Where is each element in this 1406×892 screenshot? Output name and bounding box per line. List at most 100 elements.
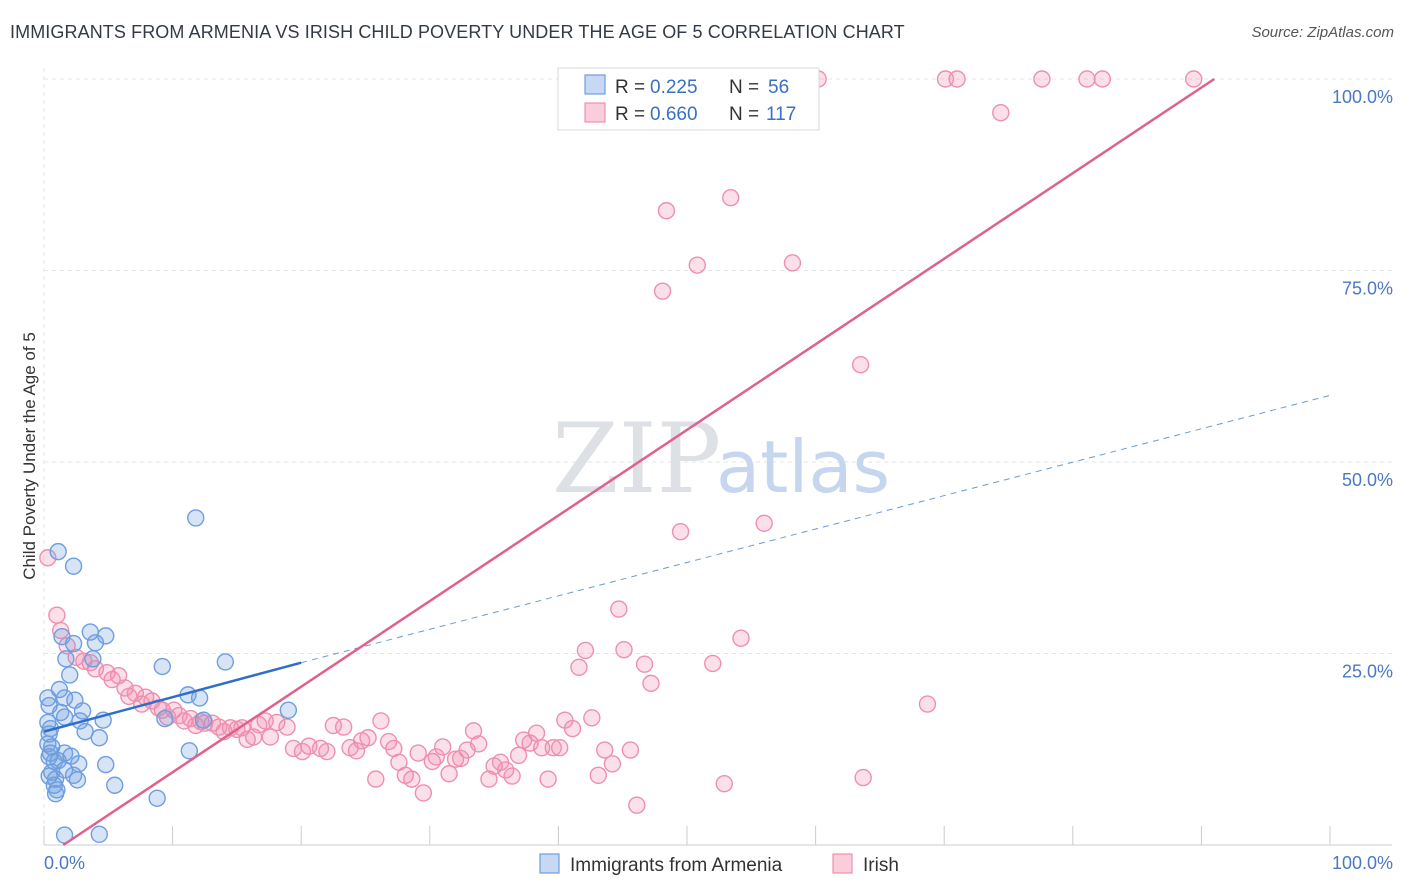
irish-point-98 (671, 523, 690, 541)
irish-point-59 (414, 784, 433, 802)
armenia-point-24 (84, 650, 102, 668)
series-legend: Immigrants from Armenia Irish (539, 853, 899, 876)
armenia-trend-extension (301, 394, 1331, 664)
armenia-point-25 (61, 666, 79, 684)
irish-point-113 (1078, 70, 1096, 88)
irish-point-62 (433, 738, 452, 756)
irish-point-74 (509, 746, 528, 765)
armenia-point-38 (49, 752, 67, 770)
irish-point-81 (550, 739, 569, 757)
irish-point-86 (583, 709, 601, 727)
irish-point-2 (52, 621, 70, 640)
armenia-point-30 (55, 708, 74, 726)
irish-point-51 (367, 770, 385, 788)
grid-lines (43, 68, 1392, 845)
stats-legend: R = 0.225 N = 56 R = 0.660 N = 117 (557, 67, 820, 131)
irish-point-79 (539, 770, 557, 788)
y-axis-label: Child Poverty Under the Age of 5 (20, 332, 39, 580)
irish-point-105 (783, 254, 802, 272)
armenia-point-48 (153, 657, 172, 676)
irish-point-58 (409, 744, 427, 762)
watermark-atlas: atlas (716, 425, 890, 509)
irish-point-39 (278, 718, 296, 736)
watermark-zip: ZIP (552, 403, 721, 515)
armenia-point-47 (148, 789, 166, 807)
irish-point-46 (334, 718, 353, 736)
y-tick-label-2: 75.0% (1342, 279, 1393, 299)
irish-point-102 (722, 189, 740, 207)
irish-point-80 (544, 739, 562, 757)
irish-point-90 (610, 600, 628, 618)
legend-swatch-armenia (584, 74, 606, 95)
irish-point-112 (1033, 70, 1051, 88)
irish-point-38 (268, 713, 286, 732)
legend-r-value-armenia: 0.225 (650, 77, 698, 98)
irish-point-111 (992, 104, 1010, 122)
armenia-point-43 (97, 755, 115, 774)
irish-point-84 (570, 658, 588, 676)
armenia-point-55 (180, 742, 199, 760)
armenia-point-40 (55, 761, 74, 779)
armenia-point-32 (73, 702, 92, 720)
x-tick-label-max: 100.0% (1332, 853, 1393, 873)
armenia-point-35 (90, 729, 108, 747)
irish-point-69 (480, 770, 498, 788)
legend-n-value-armenia: 56 (768, 77, 789, 98)
irish-point-85 (576, 641, 595, 660)
irish-point-106 (854, 768, 872, 787)
armenia-point-50 (187, 509, 205, 527)
irish-point-11 (116, 679, 134, 697)
irish-point-94 (635, 655, 654, 673)
armenia-point-44 (106, 776, 124, 794)
irish-point-88 (595, 741, 614, 759)
legend-r-label-irish: R = (615, 104, 645, 125)
irish-point-89 (603, 755, 622, 773)
armenia-point-53 (156, 709, 174, 728)
irish-point-99 (688, 256, 706, 274)
y-tick-label-0: 25.0% (1342, 662, 1393, 682)
armenia-trend-line (43, 661, 302, 733)
irish-point-104 (755, 514, 773, 532)
irish-point-110 (948, 70, 966, 88)
irish-point-93 (628, 796, 646, 814)
irish-trend-line (62, 77, 1215, 847)
bottom-legend-swatch-irish (832, 853, 853, 874)
irish-point-72 (496, 761, 515, 779)
irish-point-87 (589, 766, 607, 784)
armenia-point-49 (216, 653, 235, 671)
irish-point-1 (48, 606, 66, 624)
legend-r-value-irish: 0.660 (650, 104, 698, 125)
legend-n-label-irish: N = (729, 104, 759, 125)
armenia-point-16 (49, 542, 67, 561)
chart-title: IMMIGRANTS FROM ARMENIA VS IRISH CHILD P… (10, 22, 905, 42)
bottom-legend-swatch-armenia (539, 853, 560, 874)
bottom-legend-label-armenia: Immigrants from Armenia (570, 855, 783, 876)
armenia-point-15 (46, 784, 65, 803)
legend-n-label-armenia: N = (729, 77, 759, 98)
irish-point-52 (372, 712, 390, 730)
irish-point-115 (1184, 70, 1203, 88)
x-tick-label-min: 0.0% (44, 853, 85, 873)
armenia-point-42 (68, 771, 87, 789)
irish-point-95 (642, 674, 660, 693)
armenia-point-26 (50, 680, 69, 699)
armenia-point-22 (64, 634, 83, 653)
irish-point-13 (126, 684, 145, 703)
irish-point-108 (918, 695, 937, 713)
irish-point-107 (851, 356, 870, 374)
armenia-point-23 (86, 634, 105, 652)
irish-point-73 (503, 767, 521, 785)
irish-point-92 (621, 741, 640, 759)
chart-source: Source: ZipAtlas.com (1251, 24, 1394, 41)
irish-point-64 (446, 750, 465, 768)
irish-point-0 (39, 549, 57, 567)
armenia-point-54 (194, 711, 213, 729)
irish-point-57 (403, 770, 421, 788)
trend-lines (43, 77, 1331, 847)
irish-point-97 (657, 202, 676, 220)
irish-point-103 (732, 629, 750, 647)
y-tick-labels: 25.0% 50.0% 75.0% 100.0% (1332, 87, 1393, 682)
armenia-points (39, 509, 298, 844)
bottom-legend-label-irish: Irish (863, 855, 899, 876)
